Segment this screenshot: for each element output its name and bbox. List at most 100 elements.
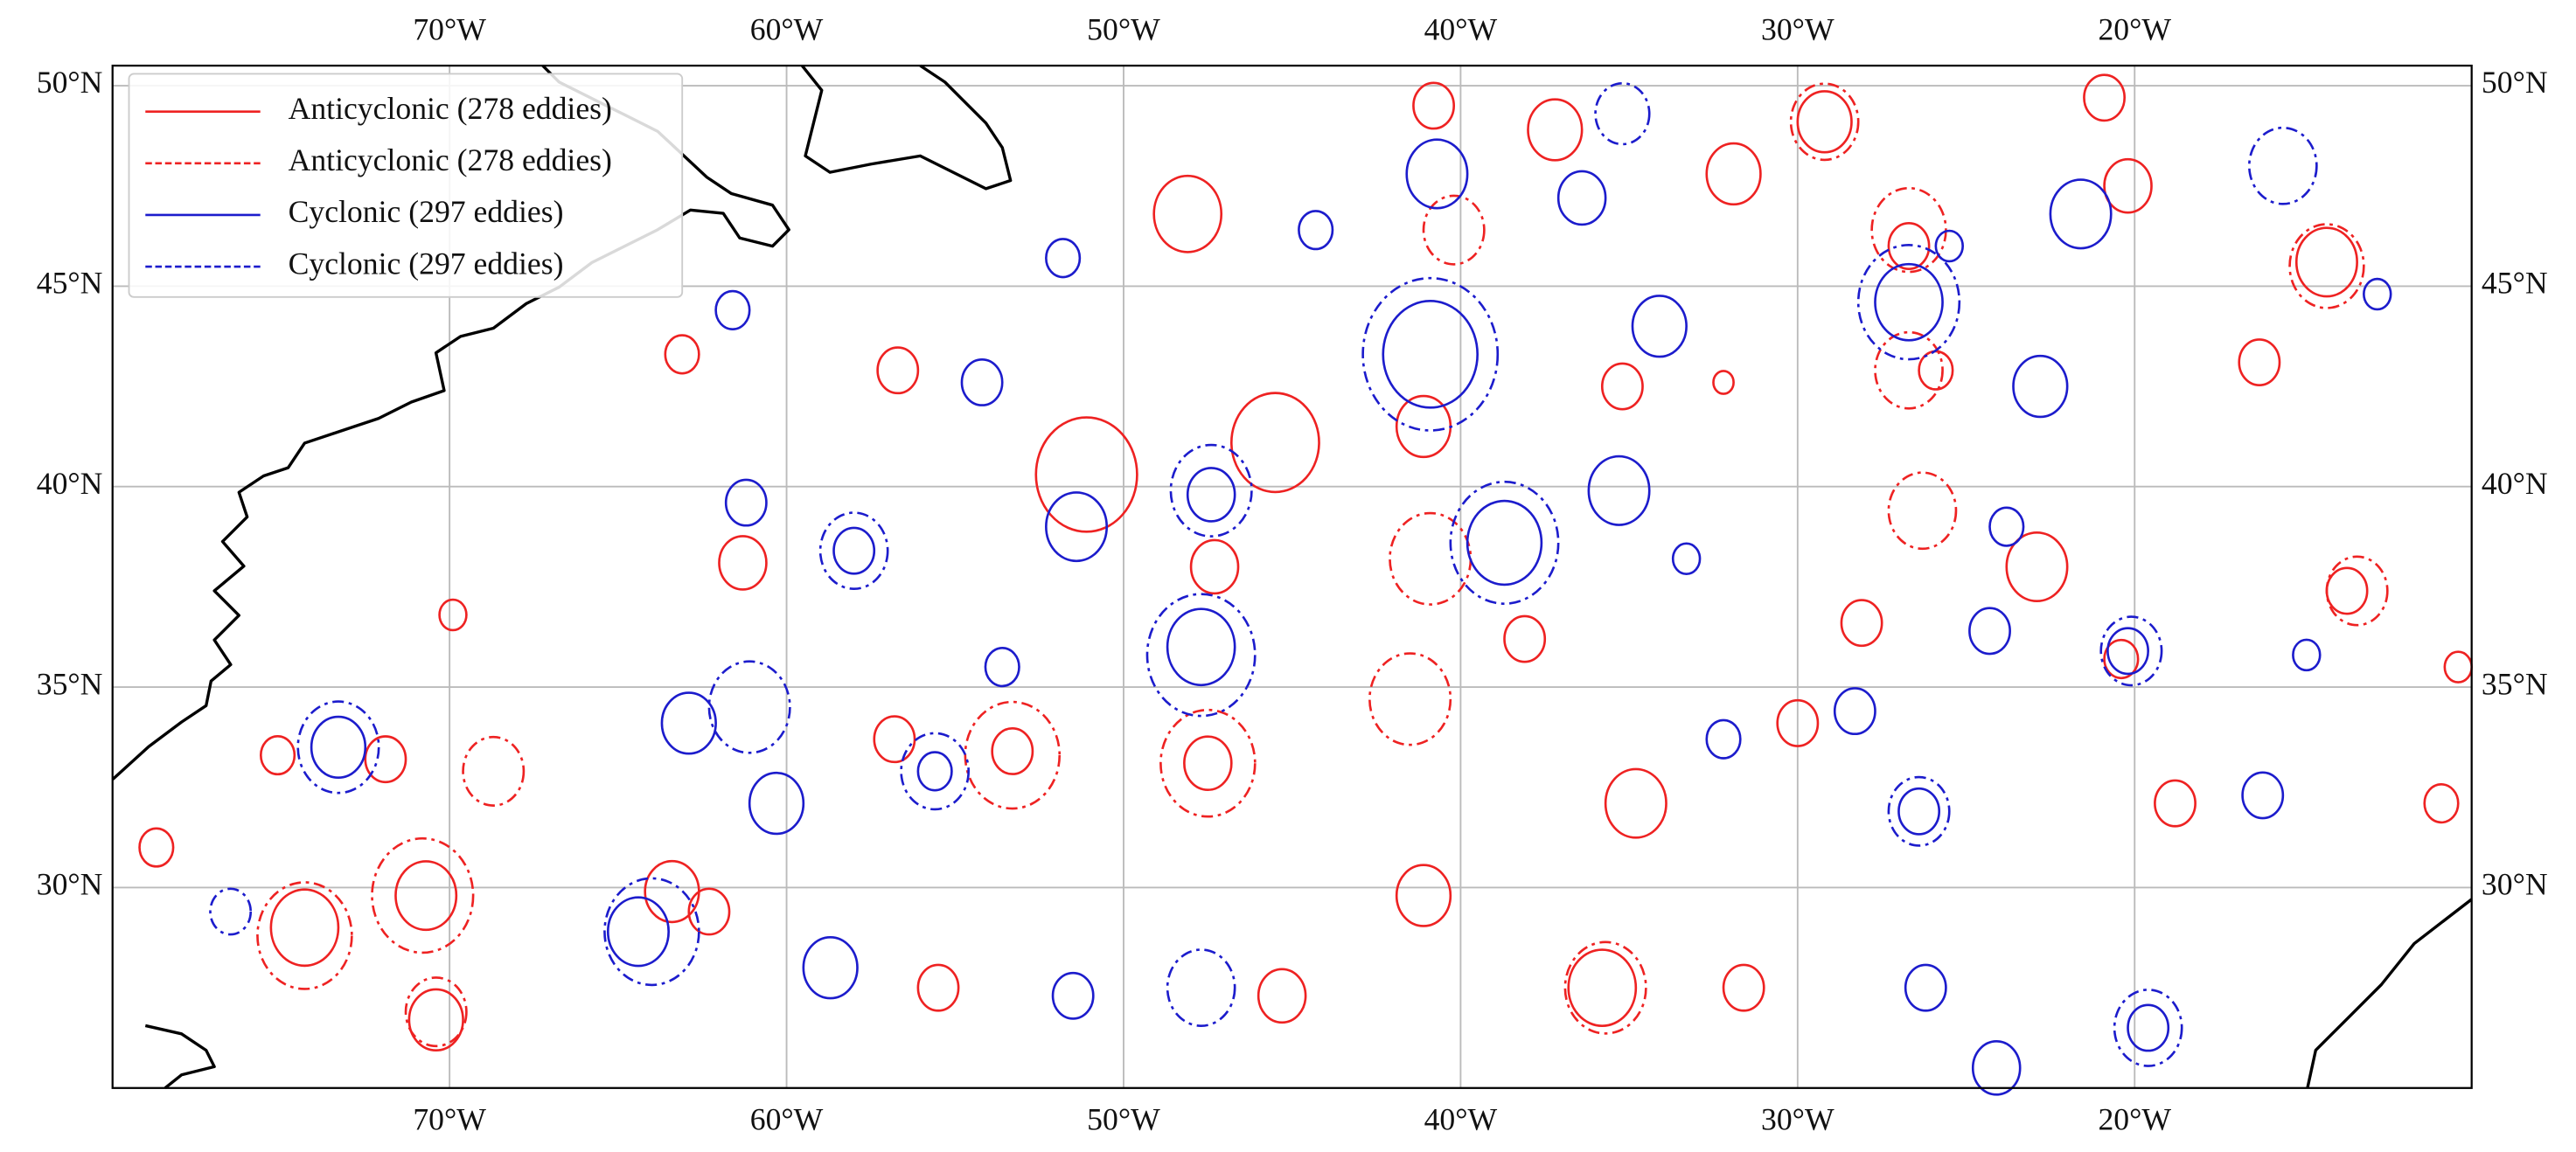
eddy-contour [1563, 940, 1647, 1035]
x-tick-label: 70°W [413, 1101, 486, 1136]
eddy-contour [2288, 223, 2365, 309]
y-tick-label: 40°N [2482, 466, 2548, 501]
x-tick-label: 30°W [1761, 12, 1835, 47]
eddy-contour [1230, 392, 1320, 494]
eddy-contour [462, 735, 526, 807]
eddy-contour [259, 734, 296, 776]
eddy-contour [1722, 963, 1765, 1012]
coast-africa [2306, 898, 2473, 1089]
eddy-contour [1897, 787, 1941, 836]
eddy-contour [724, 478, 768, 527]
y-tick-label: 30°N [2482, 867, 2548, 902]
legend-label: Cyclonic (297 eddies) [289, 246, 564, 281]
x-tick-label: 60°W [750, 1101, 824, 1136]
eddy-contour [1503, 614, 1547, 663]
y-tick-label: 45°N [37, 266, 103, 301]
eddy-contour [1527, 98, 1584, 162]
eddy-contour [603, 877, 700, 987]
eddy-contour [1159, 708, 1257, 818]
eddy-contour [1594, 81, 1651, 146]
eddy-contour [1412, 81, 1456, 130]
eddy-contour [1988, 506, 2025, 547]
eddy-contour [873, 715, 916, 764]
eddy-contour [2012, 354, 2069, 419]
eddy-contour [1405, 138, 1469, 210]
eddy-contour [1934, 229, 1964, 263]
x-tick-label: 40°W [1424, 12, 1498, 47]
eddy-contour [438, 598, 468, 632]
eddy-contour [1600, 362, 1644, 411]
eddy-contour [1045, 238, 1082, 279]
eddy-contour [1887, 222, 1931, 270]
y-tick-label: 35°N [37, 666, 103, 701]
eddy-contour [1186, 467, 1236, 523]
eddy-contour [1874, 262, 1944, 342]
eddy-contour [2154, 779, 2197, 828]
x-tick-label: 60°W [750, 12, 824, 47]
eddy-contour [407, 988, 464, 1051]
eddy-contour [1705, 718, 1742, 760]
legend-box [128, 73, 684, 298]
eddy-contour [1604, 767, 1667, 839]
eddy-contour [1422, 194, 1486, 266]
x-tick-label: 70°W [413, 12, 486, 47]
legend-label: Cyclonic (297 eddies) [289, 194, 564, 229]
eddy-contour [1449, 480, 1560, 605]
eddy-contour [1183, 735, 1233, 792]
x-tick-label: 50°W [1087, 1101, 1160, 1136]
eddy-contour [1382, 300, 1479, 409]
eddy-contour [2423, 783, 2460, 824]
eddy-contour [960, 358, 1004, 406]
eddy-contour [364, 735, 407, 784]
eddy-contour [1840, 599, 1883, 648]
eddy-contour [1856, 244, 1961, 361]
eddy-contour [832, 526, 876, 575]
eddy-contour [1466, 499, 1543, 586]
eddy-contour [818, 511, 889, 591]
eddy-contour [2103, 638, 2140, 680]
y-tick-label: 50°N [2482, 65, 2548, 100]
eddy-contour [394, 860, 458, 932]
eddy-contour [2238, 338, 2281, 386]
eddy-contour [2325, 555, 2389, 627]
eddy-contour [2049, 178, 2113, 250]
eddy-contour [1971, 1040, 2022, 1096]
eddy-contour [916, 963, 960, 1012]
x-tick-label: 40°W [1424, 1101, 1498, 1136]
eddy-contour [1887, 471, 1958, 551]
eddy-contour [660, 691, 717, 755]
eddy-contour [707, 660, 791, 754]
eddy-contour [718, 535, 768, 591]
eddy-contour [606, 896, 670, 968]
eddy-contour [2005, 531, 2069, 603]
eddy-contour [964, 700, 1062, 810]
eddy-contour [1166, 607, 1236, 687]
eddy-contour [310, 715, 367, 780]
eddy-contour [1145, 593, 1257, 718]
eddy-contour [714, 289, 751, 331]
eddy-contour [2294, 226, 2358, 298]
eddy-contour [916, 751, 953, 792]
eddy-contour [2083, 73, 2127, 122]
eddy-contour [2363, 277, 2392, 311]
eddy-contour [2103, 157, 2153, 214]
eddy-contour [1796, 90, 1853, 154]
eddy-contour [1034, 416, 1138, 533]
coast-caribbean [144, 1024, 216, 1090]
eddy-contour [1587, 455, 1651, 526]
y-tick-label: 50°N [37, 65, 103, 100]
eddy-contour [991, 727, 1034, 775]
eddy-contour [687, 887, 731, 936]
eddy-contour [1904, 963, 1947, 1012]
map-frame [111, 64, 2473, 1089]
eddy-contour [1257, 968, 1307, 1024]
eddy-contour [1556, 170, 1607, 226]
eddy-contour [2113, 989, 2183, 1067]
eddy-contour [876, 346, 920, 395]
eddy-contour [2241, 771, 2285, 820]
x-tick-label: 50°W [1087, 12, 1160, 47]
eddy-contour [1789, 82, 1860, 162]
y-tick-label: 35°N [2482, 666, 2548, 701]
eddy-contour [1395, 864, 1452, 927]
